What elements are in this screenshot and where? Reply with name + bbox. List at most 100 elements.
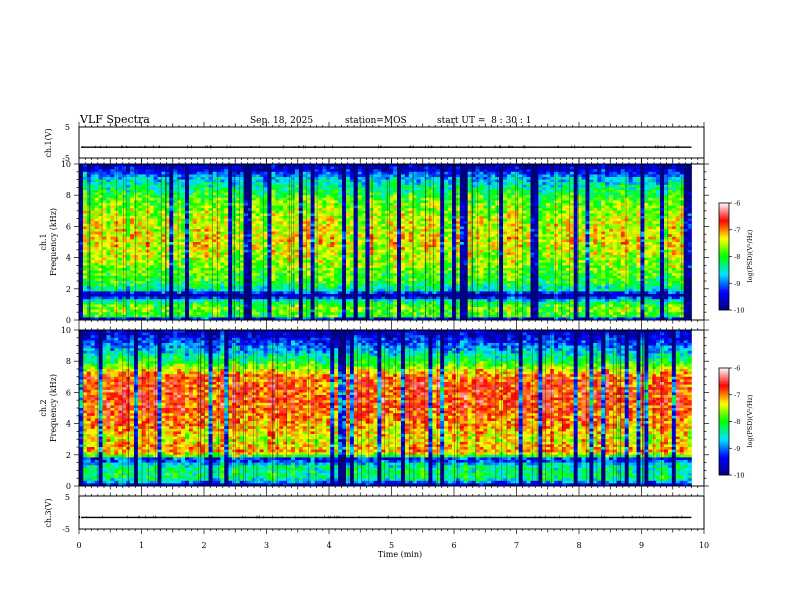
ch1-spectrogram-cell <box>150 312 154 315</box>
ch1-spectrogram-cell <box>354 180 358 183</box>
ch1-spectrogram-cell <box>322 234 326 237</box>
ch1-spectrogram-cell <box>256 281 260 284</box>
ch1-spectrogram-cell <box>114 310 118 313</box>
ch1-spectrogram-cell <box>299 299 303 302</box>
ch1-spectrogram-cell <box>295 198 299 201</box>
ch1-spectrogram-cell <box>311 315 315 318</box>
ch1-spectrogram-cell <box>354 271 358 274</box>
ch1-spectrogram-cell <box>271 169 275 172</box>
ch1-spectrogram-cell <box>177 232 181 235</box>
ch1-spectrogram-cell <box>271 310 275 313</box>
ch1-spectrogram-cell <box>373 255 377 258</box>
ch1-spectrogram-cell <box>173 302 177 305</box>
ch1-spectrogram-cell <box>366 206 370 209</box>
ch1-spectrogram-cell <box>264 167 268 170</box>
ch1-spectrogram-cell <box>315 208 319 211</box>
ch1-spectrogram-cell <box>169 291 173 294</box>
ch1-spectrogram-cell <box>193 289 197 292</box>
ch1-spectrogram-cell <box>299 237 303 240</box>
ch1-spectrogram-cell <box>114 224 118 227</box>
ch1-spectrogram-cell <box>275 219 279 222</box>
ch1-spectrogram-cell <box>279 247 283 250</box>
ch1-spectrogram-cell <box>91 304 95 307</box>
ch1-spectrogram-cell <box>126 245 130 248</box>
ch1-spectrogram-cell <box>248 221 252 224</box>
ch1-spectrogram-cell <box>220 302 224 305</box>
ch1-spectrogram-cell <box>201 276 205 279</box>
ch1-spectrogram-cell <box>330 185 334 188</box>
ch1-spectrogram-cell <box>134 224 138 227</box>
ch1-spectrogram-cell <box>177 291 181 294</box>
ch1-spectrogram-cell <box>228 200 232 203</box>
ch1-spectrogram-cell <box>346 307 350 310</box>
ch1-spectrogram-cell <box>334 180 338 183</box>
ch1-spectrogram-cell <box>252 284 256 287</box>
ch1-spectrogram-cell <box>150 211 154 214</box>
ch1-spectrogram-cell <box>189 297 193 300</box>
ch1-spectrogram-cell <box>177 242 181 245</box>
ch1-spectrogram-cell <box>228 172 232 175</box>
ch1-spectrogram-cell <box>275 190 279 193</box>
ch1-spectrogram-cell <box>315 203 319 206</box>
ch1-spectrogram-cell <box>126 190 130 193</box>
ch1-spectrogram-cell <box>256 185 260 188</box>
ch1-spectrogram-cell <box>103 299 107 302</box>
ch1-spectrogram-cell <box>106 200 110 203</box>
ch1-spectrogram-cell <box>311 190 315 193</box>
ch1-spectrogram-cell <box>342 263 346 266</box>
ch1-spectrogram-cell <box>283 167 287 170</box>
ch1-spectrogram-cell <box>224 226 228 229</box>
ch1-spectrogram-cell <box>252 182 256 185</box>
ch1-spectrogram-cell <box>283 289 287 292</box>
ch1-spectrogram-cell <box>319 174 323 177</box>
ch1-spectrogram-cell <box>87 187 91 190</box>
ch1-spectrogram-cell <box>106 297 110 300</box>
ch1-spectrogram-cell <box>220 242 224 245</box>
ch1-spectrogram-cell <box>240 276 244 279</box>
ch1-spectrogram-cell <box>205 167 209 170</box>
ch1-spectrogram-cell <box>83 312 87 315</box>
ch1-spectrogram-cell <box>311 297 315 300</box>
ch1-spectrogram-cell <box>91 211 95 214</box>
ch1-spectrogram-cell <box>154 297 158 300</box>
ch1-spectrogram-cell <box>185 229 189 232</box>
ch1-spectrogram-cell <box>248 278 252 281</box>
ch1-spectrogram-cell <box>307 265 311 268</box>
ch1-spectrogram-cell <box>154 232 158 235</box>
ch1-spectrogram-cell <box>358 187 362 190</box>
ch1-spectrogram-cell <box>264 226 268 229</box>
ch1-spectrogram-cell <box>373 232 377 235</box>
ch1-spectrogram-cell <box>346 169 350 172</box>
ch1-spectrogram-cell <box>322 195 326 198</box>
ch1-spectrogram-cell <box>205 200 209 203</box>
ch1-spectrogram-cell <box>346 221 350 224</box>
ch1-spectrogram-cell <box>150 198 154 201</box>
ch1-spectrogram-cell <box>114 229 118 232</box>
ch1-spectrogram-cell <box>134 312 138 315</box>
ch1-spectrogram-cell <box>342 294 346 297</box>
ch1-spectrogram-cell <box>173 250 177 253</box>
ch1-spectrogram-cell <box>110 302 114 305</box>
ch1-spectrogram-cell <box>326 286 330 289</box>
ch1-spectrogram-cell <box>342 169 346 172</box>
ch1-spectrogram-cell <box>130 263 134 266</box>
ch1-spectrogram-cell <box>91 250 95 253</box>
ch1-spectrogram-cell <box>193 294 197 297</box>
ch1-spectrogram-cell <box>366 226 370 229</box>
ch1-spectrogram-cell <box>205 237 209 240</box>
ch1-spectrogram-cell <box>209 195 213 198</box>
ch1-spectrogram-cell <box>201 172 205 175</box>
ch1-spectrogram-cell <box>311 234 315 237</box>
ch1-spectrogram-cell <box>209 232 213 235</box>
ch1-spectrogram-cell <box>311 203 315 206</box>
ch1-spectrogram-cell <box>197 284 201 287</box>
ch1-spectrogram-cell <box>299 302 303 305</box>
ch1-spectrogram-cell <box>197 302 201 305</box>
ch1-spectrogram-cell <box>91 281 95 284</box>
ch1-spectrogram-cell <box>142 190 146 193</box>
ch1-spectrogram-cell <box>224 273 228 276</box>
ch1-spectrogram-cell <box>126 297 130 300</box>
ch1-spectrogram-cell <box>95 174 99 177</box>
ch1-spectrogram-cell <box>150 302 154 305</box>
ch1-spectrogram-cell <box>252 315 256 318</box>
